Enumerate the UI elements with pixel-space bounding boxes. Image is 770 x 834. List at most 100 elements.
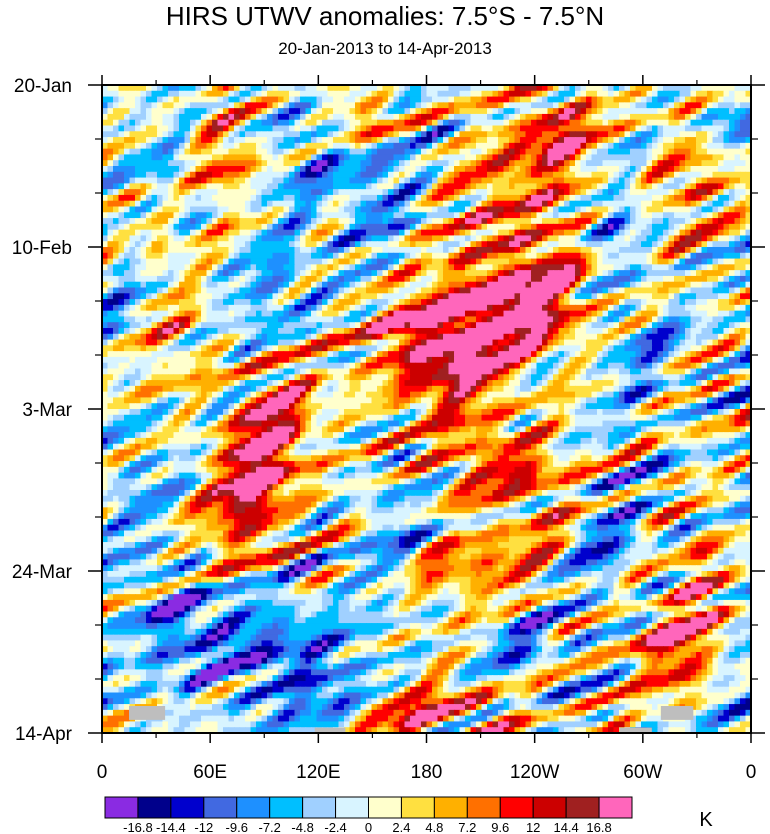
field-cell xyxy=(487,235,494,242)
field-cell xyxy=(305,200,312,208)
field-cell xyxy=(448,241,455,248)
field-cell xyxy=(228,281,235,289)
field-cell xyxy=(630,96,637,103)
field-cell xyxy=(113,142,120,150)
field-cell xyxy=(184,154,191,161)
field-cell xyxy=(443,229,450,237)
field-cell xyxy=(454,218,461,225)
field-cell xyxy=(366,270,373,277)
field-cell xyxy=(272,189,279,196)
field-cell xyxy=(256,328,263,335)
field-cell xyxy=(267,108,274,115)
field-cell xyxy=(575,102,582,109)
field-cell xyxy=(476,264,483,271)
field-cell xyxy=(228,166,235,173)
field-cell xyxy=(399,171,406,179)
field-cell xyxy=(113,310,120,318)
field-cell xyxy=(487,316,494,323)
field-cell xyxy=(630,113,637,121)
field-cell xyxy=(305,142,312,150)
field-cell xyxy=(701,322,708,329)
field-cell xyxy=(135,148,142,156)
field-cell xyxy=(256,287,263,294)
field-cell xyxy=(690,235,697,242)
field-cell xyxy=(421,270,428,277)
field-cell xyxy=(366,177,373,184)
field-cell xyxy=(327,194,334,202)
field-cell xyxy=(432,304,439,312)
field-cell xyxy=(718,177,725,184)
field-cell xyxy=(135,171,142,179)
field-cell xyxy=(151,281,158,289)
field-cell xyxy=(536,270,543,277)
field-cell xyxy=(382,287,389,294)
field-cell xyxy=(366,287,373,294)
field-cell xyxy=(701,229,708,237)
field-cell xyxy=(520,223,527,231)
field-cell xyxy=(465,235,472,242)
field-cell xyxy=(316,160,323,167)
field-cell xyxy=(322,102,329,109)
field-cell xyxy=(256,137,263,144)
field-cell xyxy=(195,229,202,237)
field-cell xyxy=(718,316,725,323)
field-cell xyxy=(608,125,615,132)
field-cell xyxy=(135,258,142,265)
field-cell xyxy=(437,252,444,260)
field-cell xyxy=(624,90,631,98)
field-cell xyxy=(223,310,230,318)
field-cell xyxy=(360,223,367,231)
field-cell xyxy=(415,316,422,323)
field-cell xyxy=(624,235,631,242)
field-cell xyxy=(151,258,158,265)
field-cell xyxy=(349,270,356,277)
field-cell xyxy=(272,154,279,161)
field-cell xyxy=(179,223,186,231)
field-cell xyxy=(239,183,246,190)
field-cell xyxy=(564,142,571,150)
field-cell xyxy=(399,287,406,294)
field-cell xyxy=(344,281,351,289)
field-cell xyxy=(393,113,400,121)
field-cell xyxy=(712,189,719,196)
field-cell xyxy=(701,125,708,132)
field-cell xyxy=(107,264,114,271)
field-cell xyxy=(674,241,681,248)
field-cell xyxy=(454,264,461,271)
field-cell xyxy=(157,252,164,260)
field-cell xyxy=(492,275,499,283)
field-cell xyxy=(140,218,147,225)
field-cell xyxy=(492,102,499,109)
field-cell xyxy=(586,212,593,219)
field-cell xyxy=(624,212,631,219)
field-cell xyxy=(465,247,472,254)
field-cell xyxy=(173,223,180,231)
field-cell xyxy=(602,322,609,329)
field-cell xyxy=(668,293,675,300)
field-cell xyxy=(382,183,389,190)
field-cell xyxy=(531,148,538,156)
field-cell xyxy=(492,108,499,115)
field-cell xyxy=(426,247,433,254)
field-cell xyxy=(668,264,675,271)
field-cell xyxy=(184,316,191,323)
field-cell xyxy=(707,177,714,184)
field-cell xyxy=(234,299,241,306)
field-cell xyxy=(333,218,340,225)
field-cell xyxy=(283,264,290,271)
field-cell xyxy=(190,287,197,294)
field-cell xyxy=(173,160,180,167)
field-cell xyxy=(707,113,714,121)
field-cell xyxy=(448,96,455,103)
field-cell xyxy=(729,113,736,121)
field-cell xyxy=(311,287,318,294)
field-cell xyxy=(349,247,356,254)
field-cell xyxy=(388,183,395,190)
field-cell xyxy=(619,183,626,190)
field-cell xyxy=(404,137,411,144)
field-cell xyxy=(685,131,692,138)
field-cell xyxy=(217,252,224,260)
field-cell xyxy=(723,142,730,150)
field-cell xyxy=(745,160,752,167)
field-cell xyxy=(206,119,213,127)
